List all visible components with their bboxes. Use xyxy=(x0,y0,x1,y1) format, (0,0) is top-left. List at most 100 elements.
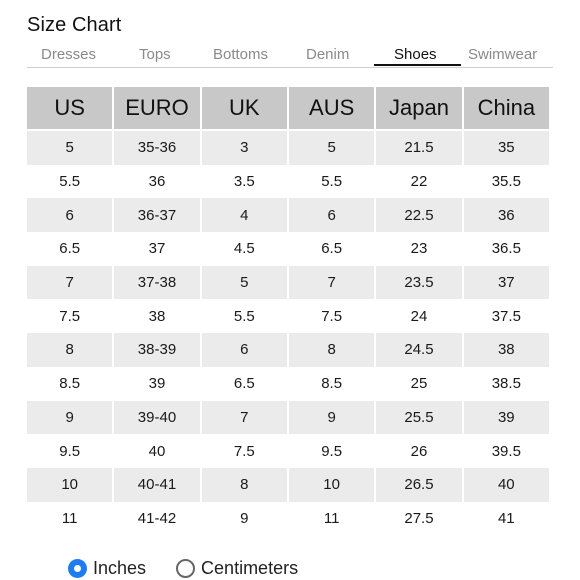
tab-bottoms[interactable]: Bottoms xyxy=(213,46,269,63)
table-row: 11 41-42 9 11 27.5 41 xyxy=(27,502,549,536)
table-row: 8.5 39 6.5 8.5 25 38.5 xyxy=(27,367,549,401)
table-cell: 39 xyxy=(148,375,166,393)
table-cell: 5 xyxy=(288,131,375,165)
table-cell: 9 xyxy=(288,400,375,435)
unit-selector: Inches Centimeters xyxy=(68,556,328,580)
table-cell: 4 xyxy=(201,198,287,233)
table-cell: 7.5 xyxy=(321,307,343,325)
centimeters-radio[interactable] xyxy=(176,558,196,578)
table-row: 9 39-40 7 9 25.5 39 xyxy=(27,400,549,435)
table-row: 5 35-36 3 5 21.5 35 xyxy=(27,131,549,165)
table-cell: 24.5 xyxy=(376,333,462,367)
table-cell: 24 xyxy=(410,307,428,325)
table-cell: 36 xyxy=(148,173,166,191)
column-header-uk: UK xyxy=(201,87,287,131)
table-cell: 3 xyxy=(201,131,287,165)
table-cell: 6.5 xyxy=(321,240,343,258)
table-cell: 41 xyxy=(497,509,515,527)
table-cell: 7.5 xyxy=(233,442,255,460)
inches-option[interactable]: Inches xyxy=(68,558,146,579)
table-cell: 39 xyxy=(463,400,549,435)
table-cell: 7 xyxy=(288,265,375,300)
category-tabs: Dresses Tops Bottoms Denim Shoes Swimwea… xyxy=(27,42,553,68)
centimeters-option[interactable]: Centimeters xyxy=(176,558,298,579)
table-cell: 37 xyxy=(148,240,166,258)
table-cell: 5 xyxy=(201,265,287,300)
table-cell: 35.5 xyxy=(491,173,521,191)
tab-dresses[interactable]: Dresses xyxy=(41,46,97,63)
table-cell: 10 xyxy=(27,467,113,502)
centimeters-label: Centimeters xyxy=(201,557,299,578)
table-cell: 22.5 xyxy=(376,198,462,233)
table-cell: 35 xyxy=(463,131,549,165)
table-cell: 39-40 xyxy=(114,400,200,435)
shoe-size-table: US EURO UK AUS Japan China 5 35-36 3 5 21.5 3… xyxy=(25,87,551,535)
inches-label: Inches xyxy=(93,557,147,578)
table-cell: 11 xyxy=(61,509,78,527)
table-cell: 10 xyxy=(288,467,375,502)
table-cell: 8 xyxy=(27,333,113,367)
table-cell: 21.5 xyxy=(376,131,462,165)
table-cell: 35-36 xyxy=(114,131,200,165)
table-cell: 8.5 xyxy=(321,375,343,393)
table-cell: 38.5 xyxy=(491,375,521,393)
table-cell: 6.5 xyxy=(59,240,81,258)
table-row: 7 37-38 5 7 23.5 37 xyxy=(27,265,549,300)
table-cell: 40 xyxy=(463,467,549,502)
table-cell: 11 xyxy=(323,509,340,527)
column-header-aus: AUS xyxy=(288,87,375,131)
table-cell: 8 xyxy=(201,467,287,502)
table-cell: 41-42 xyxy=(137,509,177,527)
table-row: 9.5 40 7.5 9.5 26 39.5 xyxy=(27,434,549,468)
table-cell: 7 xyxy=(27,265,113,300)
table-cell: 37.5 xyxy=(491,307,521,325)
table-cell: 7.5 xyxy=(59,307,81,325)
table-cell: 5.5 xyxy=(59,173,81,191)
table-cell: 38 xyxy=(463,333,549,367)
table-cell: 4.5 xyxy=(233,240,255,258)
column-header-us: US xyxy=(27,87,113,131)
table-cell: 6 xyxy=(288,198,375,233)
table-cell: 5.5 xyxy=(233,307,255,325)
table-cell: 7 xyxy=(201,400,287,435)
table-cell: 25.5 xyxy=(376,400,462,435)
table-cell: 9 xyxy=(27,400,113,435)
table-cell: 9.5 xyxy=(59,442,81,460)
table-row: 6 36-37 4 6 22.5 36 xyxy=(27,198,549,233)
table-cell: 40 xyxy=(148,442,166,460)
tab-denim[interactable]: Denim xyxy=(306,46,350,63)
table-cell: 9.5 xyxy=(321,442,343,460)
table-cell: 38 xyxy=(148,307,166,325)
table-cell: 37 xyxy=(463,265,549,300)
table-cell: 6.5 xyxy=(233,375,255,393)
table-cell: 5 xyxy=(27,131,113,165)
tab-swimwear[interactable]: Swimwear xyxy=(468,46,538,63)
table-row: 8 38-39 6 8 24.5 38 xyxy=(27,333,549,367)
table-cell: 6 xyxy=(27,198,113,233)
table-cell: 3.5 xyxy=(233,173,255,191)
table-cell: 36 xyxy=(463,198,549,233)
table-cell: 36-37 xyxy=(114,198,200,233)
tab-shoes[interactable]: Shoes xyxy=(394,46,437,63)
column-header-euro: EURO xyxy=(114,87,200,131)
table-cell: 39.5 xyxy=(491,442,521,460)
table-cell: 9 xyxy=(240,509,249,527)
table-cell: 8.5 xyxy=(59,375,81,393)
table-cell: 36.5 xyxy=(491,240,521,258)
column-header-china: China xyxy=(463,87,549,131)
table-cell: 40-41 xyxy=(114,467,200,502)
column-header-japan: Japan xyxy=(376,87,462,131)
table-row: 5.5 36 3.5 5.5 22 35.5 xyxy=(27,165,549,199)
table-cell: 22 xyxy=(410,173,428,191)
table-header-row: US EURO UK AUS Japan China xyxy=(27,87,549,131)
table-cell: 38-39 xyxy=(114,333,200,367)
table-cell: 37-38 xyxy=(114,265,200,300)
inches-radio[interactable] xyxy=(68,558,87,578)
table-row: 7.5 38 5.5 7.5 24 37.5 xyxy=(27,299,549,333)
table-cell: 23.5 xyxy=(376,265,462,300)
table-row: 10 40-41 8 10 26.5 40 xyxy=(27,467,549,502)
tab-tops[interactable]: Tops xyxy=(139,46,171,63)
table-cell: 26.5 xyxy=(376,467,462,502)
active-tab-indicator xyxy=(374,64,461,66)
